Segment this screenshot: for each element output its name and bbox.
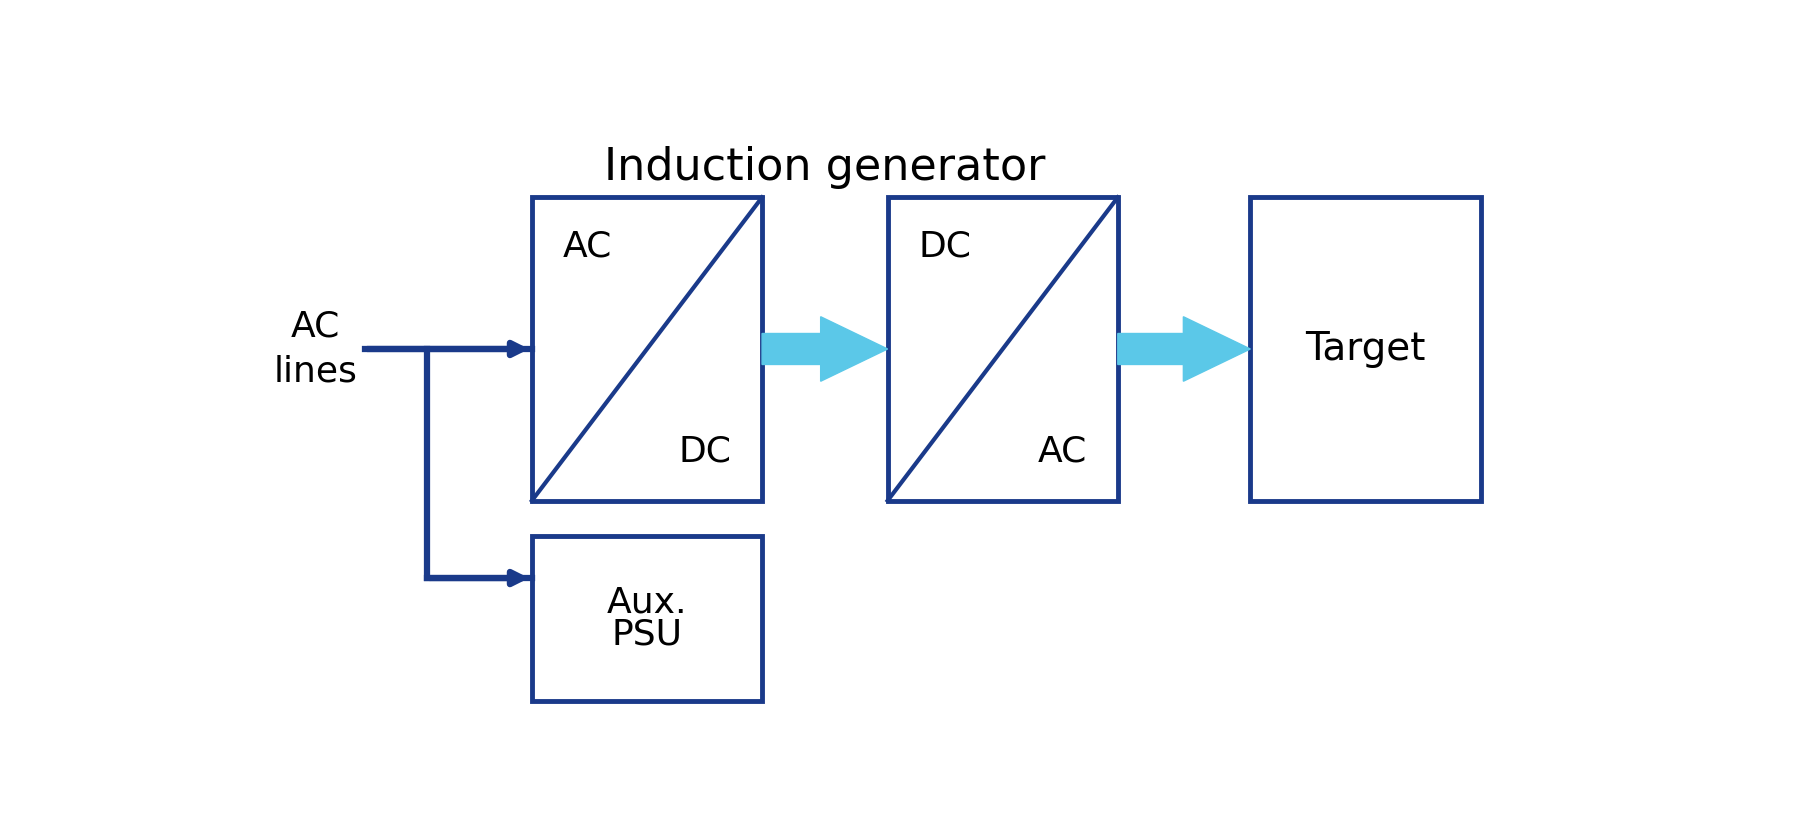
Polygon shape xyxy=(1118,317,1251,381)
Text: AC: AC xyxy=(1039,434,1087,468)
Text: AC
lines: AC lines xyxy=(274,309,358,388)
Bar xyxy=(1251,198,1480,500)
Text: Aux.: Aux. xyxy=(607,585,688,619)
Text: Induction generator: Induction generator xyxy=(605,146,1046,189)
Text: PSU: PSU xyxy=(612,618,682,651)
Bar xyxy=(887,198,1118,500)
Bar xyxy=(533,198,761,500)
Text: AC: AC xyxy=(563,230,612,264)
Text: DC: DC xyxy=(679,434,731,468)
Bar xyxy=(533,536,761,701)
Text: DC: DC xyxy=(918,230,972,264)
Text: Target: Target xyxy=(1305,330,1426,368)
Polygon shape xyxy=(761,317,887,381)
